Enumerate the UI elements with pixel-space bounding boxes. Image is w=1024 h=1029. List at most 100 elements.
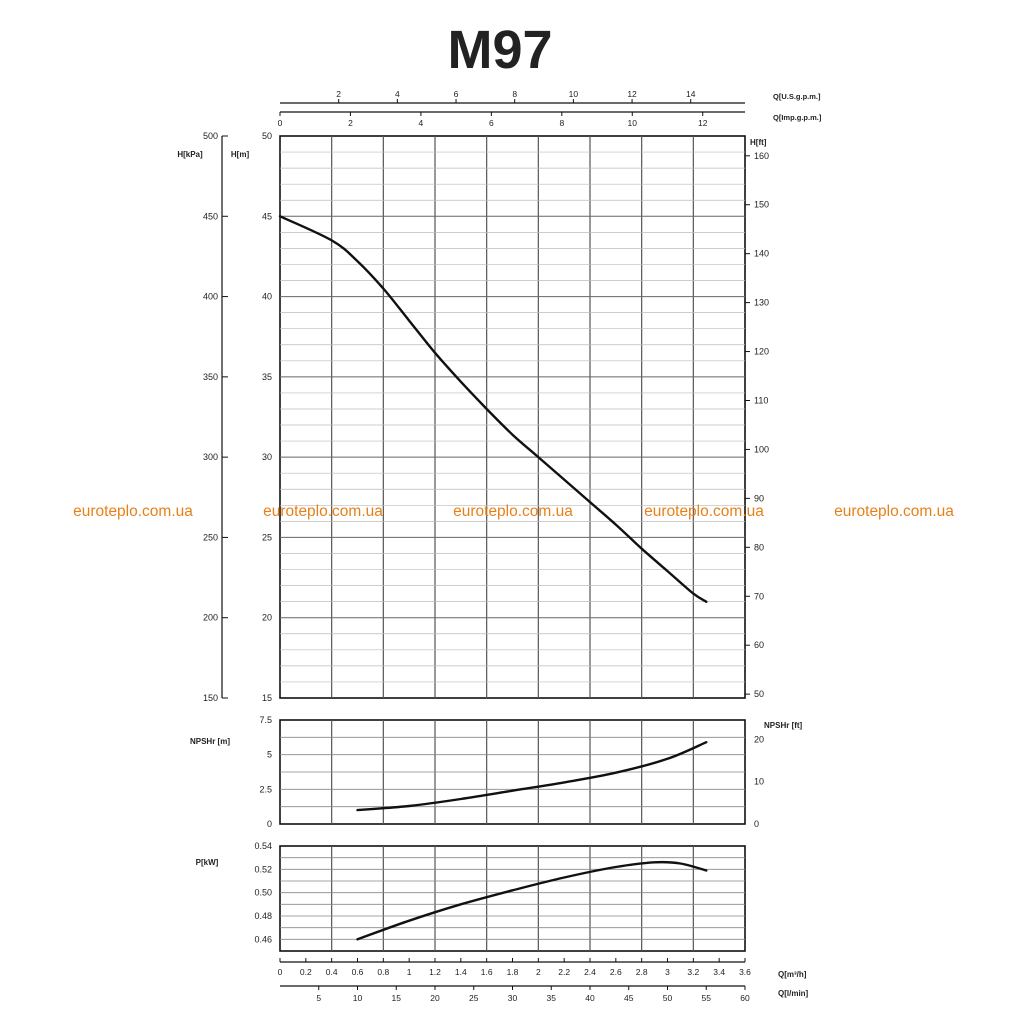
x-axis-title-lmin: Q[l/min] — [778, 989, 809, 998]
x-tick-label-m3h: 1.2 — [429, 967, 441, 977]
head-ft-tick-label: 50 — [754, 689, 764, 699]
head-ft-tick-label: 100 — [754, 444, 769, 454]
x-tick-label-m3h: 3 — [665, 967, 670, 977]
x-axis-title-usgpm: Q[U.S.g.p.m.] — [773, 92, 821, 101]
x-tick-label-m3h: 2.8 — [636, 967, 648, 977]
power-panel-frame — [279, 845, 746, 952]
x-tick-label-usgpm: 10 — [569, 89, 579, 99]
x-tick-label-impgpm: 6 — [489, 118, 494, 128]
head-y-tick-label: 45 — [262, 211, 272, 221]
x-tick-label-m3h: 1.8 — [507, 967, 519, 977]
x-tick-label-usgpm: 2 — [336, 89, 341, 99]
x-tick-label-impgpm: 4 — [419, 118, 424, 128]
npsh-ft-tick-label: 20 — [754, 734, 764, 744]
head-y-tick-label: 35 — [262, 372, 272, 382]
power-axis-title: P[kW] — [196, 858, 219, 867]
x-tick-label-lmin: 15 — [392, 993, 402, 1003]
x-tick-label-m3h: 0.8 — [377, 967, 389, 977]
x-tick-label-lmin: 35 — [547, 993, 557, 1003]
npsh-y-tick-label: 5 — [267, 750, 272, 760]
x-tick-label-impgpm: 8 — [559, 118, 564, 128]
head-ft-tick-label: 90 — [754, 493, 764, 503]
head-kpa-tick-label: 450 — [203, 211, 218, 221]
npsh-ft-axis-title: NPSHr [ft] — [764, 721, 803, 730]
x-tick-label-lmin: 45 — [624, 993, 634, 1003]
head-ft-tick-label: 130 — [754, 298, 769, 308]
head-y-tick-label: 15 — [262, 693, 272, 703]
head-kpa-tick-label: 250 — [203, 532, 218, 542]
power-y-tick-label: 0.50 — [254, 888, 272, 898]
head-panel-frame — [279, 135, 746, 699]
head-y-tick-label: 40 — [262, 292, 272, 302]
x-tick-label-lmin: 60 — [740, 993, 750, 1003]
x-tick-label-usgpm: 8 — [512, 89, 517, 99]
npsh-y-tick-label: 0 — [267, 819, 272, 829]
x-tick-label-m3h: 2.4 — [584, 967, 596, 977]
head-kpa-axis-title: H[kPa] — [177, 150, 203, 159]
x-tick-label-lmin: 5 — [316, 993, 321, 1003]
x-tick-label-m3h: 2.2 — [558, 967, 570, 977]
head-ft-tick-label: 60 — [754, 640, 764, 650]
x-tick-label-impgpm: 0 — [278, 118, 283, 128]
head-curve — [278, 215, 708, 603]
x-tick-label-usgpm: 14 — [686, 89, 696, 99]
x-tick-label-impgpm: 12 — [698, 118, 708, 128]
head-ft-tick-label: 120 — [754, 347, 769, 357]
x-tick-label-lmin: 55 — [702, 993, 712, 1003]
x-tick-label-m3h: 0.2 — [300, 967, 312, 977]
x-tick-label-usgpm: 12 — [627, 89, 637, 99]
x-tick-label-impgpm: 10 — [628, 118, 638, 128]
head-kpa-tick-label: 150 — [203, 693, 218, 703]
x-tick-label-usgpm: 6 — [454, 89, 459, 99]
head-y-tick-label: 30 — [262, 452, 272, 462]
head-ft-tick-label: 80 — [754, 542, 764, 552]
x-tick-label-usgpm: 4 — [395, 89, 400, 99]
head-y-tick-label: 20 — [262, 613, 272, 623]
npsh-m-axis-title: NPSHr [m] — [190, 737, 230, 746]
x-tick-label-lmin: 20 — [430, 993, 440, 1003]
power-y-tick-label: 0.46 — [254, 934, 272, 944]
power-y-tick-label: 0.54 — [254, 841, 272, 851]
x-tick-label-lmin: 40 — [585, 993, 595, 1003]
head-ft-tick-label: 140 — [754, 249, 769, 259]
head-ft-tick-label: 160 — [754, 151, 769, 161]
head-kpa-tick-label: 300 — [203, 452, 218, 462]
head-kpa-tick-label: 500 — [203, 131, 218, 141]
x-tick-label-lmin: 25 — [469, 993, 479, 1003]
x-tick-label-m3h: 2.6 — [610, 967, 622, 977]
x-tick-label-m3h: 3.4 — [713, 967, 725, 977]
power-y-tick-label: 0.48 — [254, 911, 272, 921]
watermark-text: euroteplo.com.ua — [263, 503, 383, 520]
chart-title: M97 — [447, 20, 552, 80]
npsh-ft-tick-label: 10 — [754, 777, 764, 787]
x-tick-label-m3h: 2 — [536, 967, 541, 977]
x-tick-label-impgpm: 2 — [348, 118, 353, 128]
head-m-axis-title: H[m] — [231, 150, 250, 159]
x-tick-label-lmin: 10 — [353, 993, 363, 1003]
head-kpa-tick-label: 400 — [203, 292, 218, 302]
watermark-text: euroteplo.com.ua — [453, 503, 573, 520]
power-curve — [356, 860, 708, 941]
x-tick-label-m3h: 0 — [278, 967, 283, 977]
head-ft-tick-label: 70 — [754, 591, 764, 601]
watermark-text: euroteplo.com.ua — [834, 503, 954, 520]
head-ft-tick-label: 110 — [754, 395, 768, 405]
head-y-tick-label: 50 — [262, 131, 272, 141]
x-tick-label-m3h: 1.6 — [481, 967, 493, 977]
x-tick-label-m3h: 0.4 — [326, 967, 338, 977]
head-ft-axis-title: H[ft] — [750, 138, 767, 147]
x-tick-label-lmin: 50 — [663, 993, 673, 1003]
x-tick-label-m3h: 3.6 — [739, 967, 751, 977]
npsh-y-tick-label: 2.5 — [259, 784, 272, 794]
head-ft-tick-label: 150 — [754, 200, 769, 210]
x-axis-title-impgpm: Q[Imp.g.p.m.] — [773, 113, 822, 122]
npsh-y-tick-label: 7.5 — [259, 715, 272, 725]
x-tick-label-m3h: 3.2 — [687, 967, 699, 977]
x-tick-label-lmin: 30 — [508, 993, 518, 1003]
watermark-text: euroteplo.com.ua — [73, 503, 193, 520]
head-y-tick-label: 25 — [262, 532, 272, 542]
npsh-ft-tick-label: 0 — [754, 819, 759, 829]
head-kpa-tick-label: 200 — [203, 613, 218, 623]
